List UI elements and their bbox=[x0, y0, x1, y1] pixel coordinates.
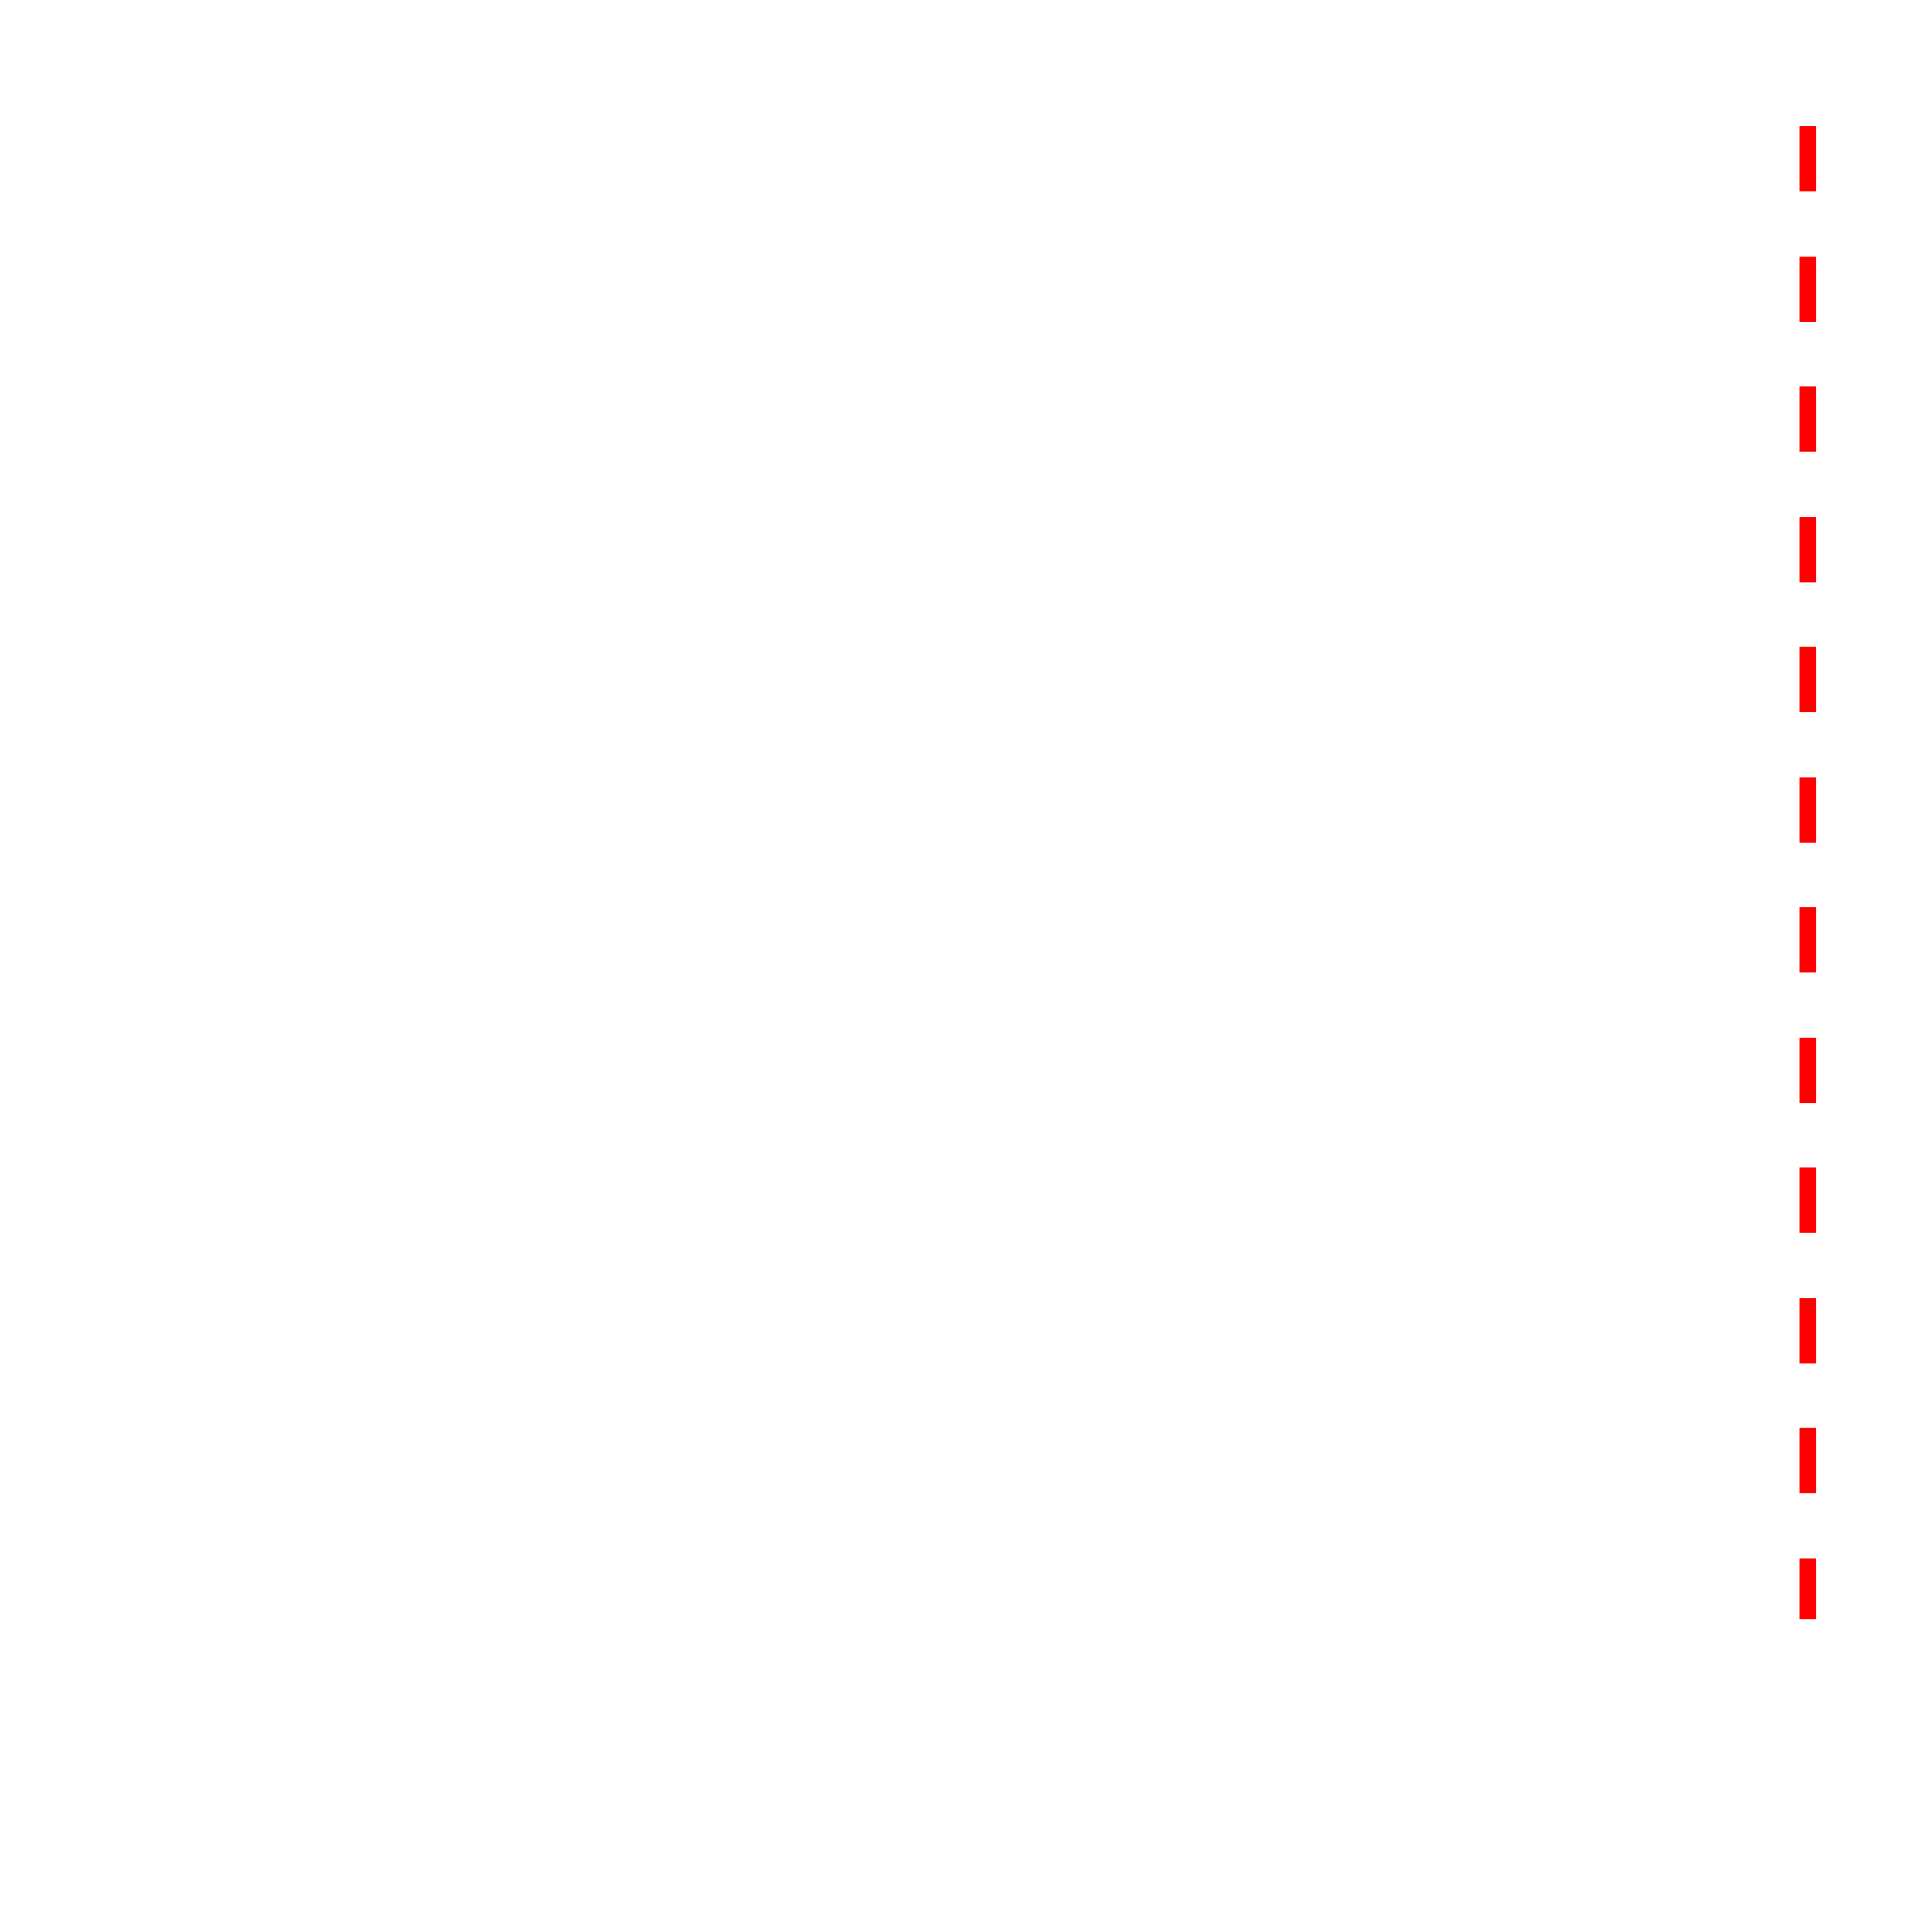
dash-segment bbox=[1800, 1298, 1816, 1363]
dash-segment bbox=[1800, 907, 1816, 972]
dash-segments bbox=[1800, 126, 1816, 1619]
dash-segment bbox=[1800, 1558, 1816, 1619]
dash-segment bbox=[1800, 1038, 1816, 1103]
dash-segment bbox=[1800, 647, 1816, 712]
dash-segment bbox=[1800, 1428, 1816, 1493]
dash-segment bbox=[1800, 777, 1816, 843]
dash-segment bbox=[1800, 386, 1816, 452]
dash-segment bbox=[1800, 257, 1816, 322]
dash-segment bbox=[1800, 517, 1816, 582]
dash-segment bbox=[1800, 126, 1816, 191]
dash-segment bbox=[1800, 1167, 1816, 1233]
